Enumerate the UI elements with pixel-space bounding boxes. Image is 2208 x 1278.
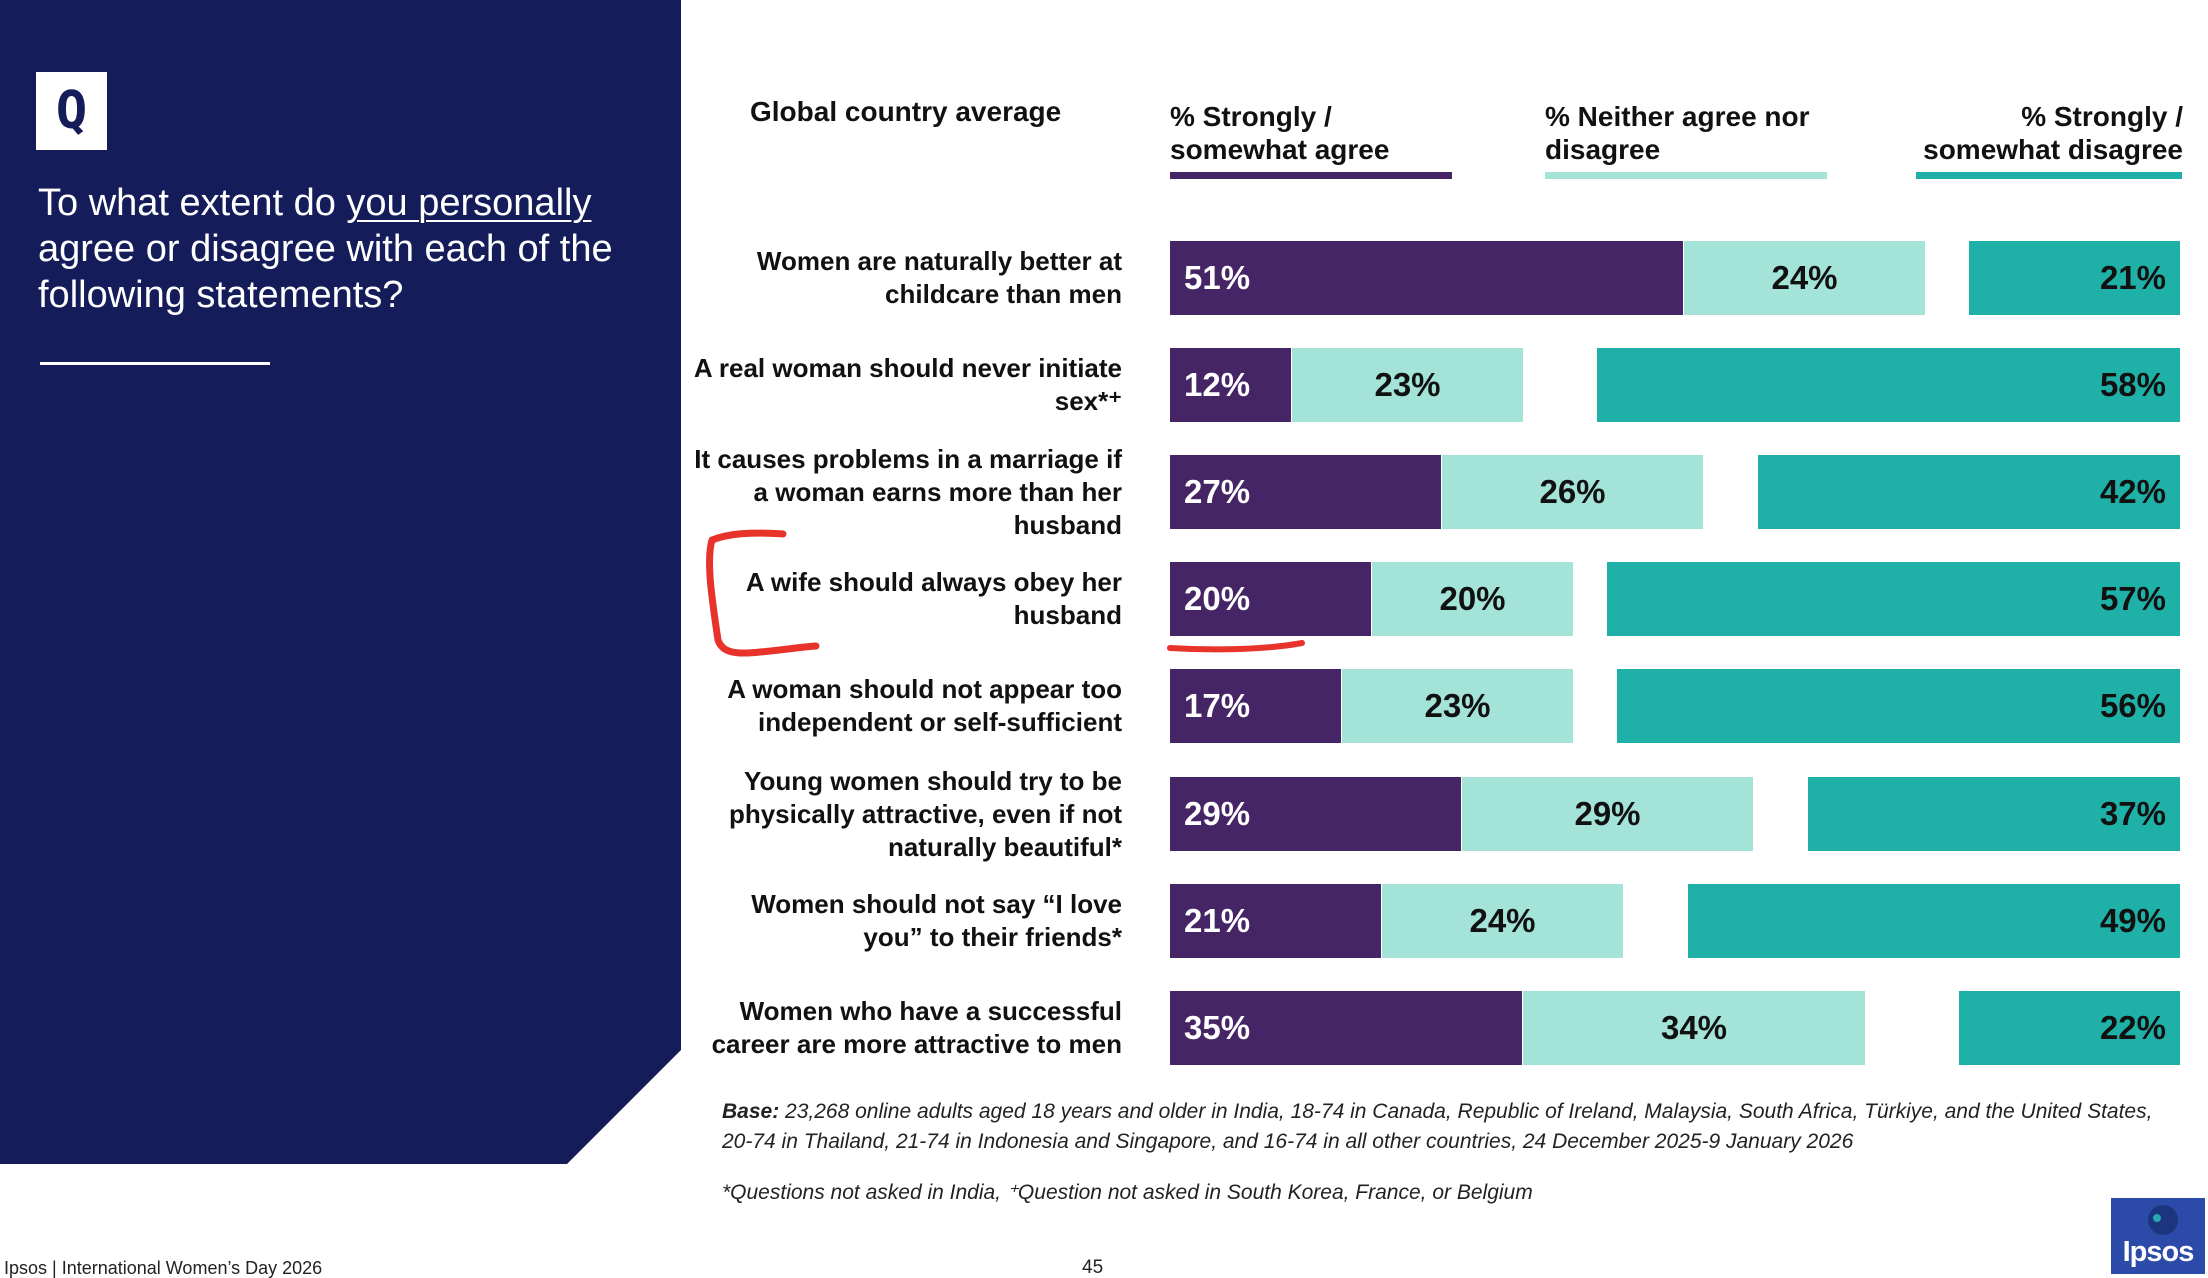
bar-agree: 35% [1170,991,1522,1065]
data-label-neither: 26% [1539,473,1606,510]
footnote: *Questions not asked in India, ⁺Question… [722,1181,1533,1204]
question-divider [40,362,270,365]
chart-title: Global country average [750,96,1062,127]
legend-neither: % Neither agree nor disagree [1545,101,1810,165]
statement-label: It causes problems in a marriage if a wo… [694,443,1122,540]
ipsos-head-icon [2148,1205,2178,1235]
data-label-disagree: 49% [2099,902,2166,939]
bar-disagree: 57% [1607,562,2180,636]
statement-label: Women should not say “I love you” to the… [751,889,1122,952]
footer-source: Ipsos | International Women’s Day 2026 [4,1258,323,1278]
statement-label: Young women should try to be physically … [728,765,1122,862]
data-label-neither: 23% [1374,366,1441,403]
bar-neither: 23% [1292,348,1523,422]
legend-disagree: % Strongly / somewhat disagree [1923,101,2183,165]
data-label-neither: 29% [1574,795,1641,832]
bar-agree: 29% [1170,777,1461,851]
statement-label: A wife should always obey her husband [745,567,1122,630]
legend-neither-line [1545,172,1827,179]
bar-agree: 27% [1170,455,1441,529]
bar-disagree: 42% [1758,455,2180,529]
bar-disagree: 21% [1969,241,2180,315]
bar-agree: 12% [1170,348,1291,422]
data-label-neither: 20% [1439,580,1506,617]
data-label-neither: 24% [1469,902,1536,939]
statement-label: A woman should not appear too independen… [727,674,1122,737]
bar-neither: 20% [1372,562,1573,636]
base-text: 23,268 online adults aged 18 years and o… [722,1100,2153,1153]
data-label-agree: 35% [1184,1009,1251,1046]
question-text: To what extent do you personally agree o… [38,180,638,318]
base-note: Base: 23,268 online adults aged 18 years… [722,1097,2172,1157]
legend-disagree-line [1916,172,2182,179]
legend-agree: % Strongly / somewhat agree [1170,101,1390,165]
bar-disagree: 22% [1959,991,2180,1065]
bar-agree: 20% [1170,562,1371,636]
bar-disagree: 49% [1688,884,2180,958]
statement-label: A real woman should never initiate sex*⁺ [693,353,1122,416]
page-number: 45 [1082,1257,1104,1278]
data-label-neither: 23% [1424,687,1491,724]
data-label-disagree: 58% [2099,366,2166,403]
ipsos-logo: Ipsos [2111,1198,2205,1274]
bar-disagree: 58% [1597,348,2180,422]
data-label-disagree: 57% [2099,580,2166,617]
data-label-disagree: 56% [2099,687,2166,724]
base-label: Base: [722,1100,780,1123]
data-label-disagree: 42% [2099,473,2166,510]
bar-neither: 34% [1523,991,1865,1065]
legend-agree-line [1170,172,1452,179]
bar-neither: 24% [1382,884,1623,958]
question-panel [0,0,681,1164]
data-label-agree: 12% [1184,366,1251,403]
bar-neither: 26% [1442,455,1703,529]
bar-disagree: 56% [1617,669,2180,743]
data-label-disagree: 22% [2099,1009,2166,1046]
data-label-disagree: 21% [2099,259,2166,296]
data-label-agree: 27% [1184,473,1251,510]
data-label-disagree: 37% [2099,795,2166,832]
question-text-end: agree or disagree with each of the follo… [38,228,613,316]
data-label-neither: 24% [1771,259,1838,296]
data-label-neither: 34% [1660,1009,1728,1046]
question-badge: Q [36,72,107,150]
bar-agree: 51% [1170,241,1683,315]
data-label-agree: 21% [1184,902,1251,939]
bar-agree: 17% [1170,669,1341,743]
bar-agree: 21% [1170,884,1381,958]
bar-disagree: 37% [1808,777,2180,851]
annotation-underline [1167,640,1305,653]
question-text-emphasis: you personally [346,182,592,224]
bar-neither: 23% [1342,669,1573,743]
statement-label: Women are naturally better at childcare … [756,246,1122,309]
data-label-agree: 17% [1184,687,1251,724]
bar-neither: 24% [1684,241,1925,315]
bar-neither: 29% [1462,777,1753,851]
data-label-agree: 20% [1184,580,1251,617]
data-label-agree: 51% [1184,259,1251,296]
logo-text: Ipsos [2122,1236,2195,1268]
data-label-agree: 29% [1184,795,1251,832]
statement-label: Women who have a successful career are m… [711,996,1122,1059]
question-text-start: To what extent do [38,182,347,224]
